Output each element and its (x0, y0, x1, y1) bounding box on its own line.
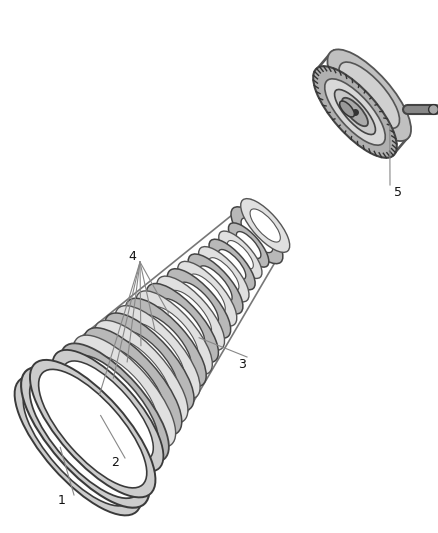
Ellipse shape (141, 315, 191, 370)
Text: 1: 1 (58, 494, 66, 506)
Ellipse shape (229, 223, 269, 267)
Ellipse shape (30, 360, 155, 497)
Ellipse shape (111, 340, 170, 404)
Ellipse shape (105, 313, 194, 411)
Ellipse shape (237, 231, 261, 259)
Ellipse shape (131, 323, 184, 382)
Ellipse shape (325, 79, 385, 145)
Ellipse shape (231, 207, 283, 264)
Ellipse shape (63, 361, 153, 461)
Text: 2: 2 (111, 456, 119, 470)
Ellipse shape (71, 355, 158, 450)
Ellipse shape (241, 218, 273, 253)
Ellipse shape (157, 276, 225, 350)
Ellipse shape (115, 305, 200, 399)
Ellipse shape (23, 386, 133, 506)
Ellipse shape (178, 261, 237, 326)
Ellipse shape (170, 290, 212, 336)
Ellipse shape (335, 90, 375, 134)
Ellipse shape (240, 199, 290, 252)
Ellipse shape (121, 331, 177, 393)
Ellipse shape (84, 328, 182, 435)
Ellipse shape (199, 266, 232, 302)
Ellipse shape (102, 348, 164, 416)
Ellipse shape (188, 254, 243, 314)
Ellipse shape (125, 298, 206, 387)
Ellipse shape (21, 367, 149, 508)
Ellipse shape (14, 376, 141, 515)
Ellipse shape (189, 274, 225, 313)
Ellipse shape (209, 239, 255, 290)
Ellipse shape (146, 284, 219, 362)
Ellipse shape (39, 369, 147, 488)
Ellipse shape (208, 257, 239, 291)
Ellipse shape (167, 269, 231, 338)
Ellipse shape (94, 320, 188, 423)
Ellipse shape (219, 249, 246, 279)
Ellipse shape (180, 282, 219, 325)
Ellipse shape (92, 356, 157, 427)
Text: 3: 3 (238, 359, 246, 372)
Ellipse shape (136, 291, 212, 375)
Ellipse shape (339, 101, 354, 117)
Ellipse shape (250, 209, 280, 242)
Ellipse shape (150, 306, 198, 359)
Ellipse shape (219, 231, 262, 278)
Text: 4: 4 (128, 251, 136, 263)
Ellipse shape (342, 98, 368, 126)
Ellipse shape (227, 240, 253, 269)
Ellipse shape (198, 247, 249, 302)
Ellipse shape (160, 298, 205, 348)
Text: 5: 5 (394, 187, 402, 199)
Ellipse shape (328, 50, 411, 141)
Ellipse shape (313, 66, 397, 158)
Ellipse shape (73, 335, 176, 447)
Ellipse shape (339, 62, 399, 128)
Ellipse shape (61, 343, 169, 462)
Ellipse shape (53, 350, 163, 472)
Ellipse shape (30, 376, 141, 498)
